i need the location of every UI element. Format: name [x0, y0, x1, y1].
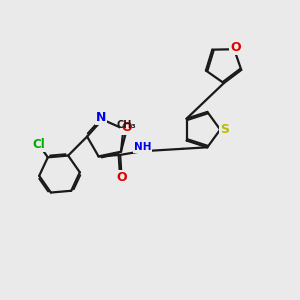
Text: N: N — [96, 111, 106, 124]
Text: O: O — [121, 121, 132, 134]
Text: Cl: Cl — [32, 138, 45, 151]
Text: O: O — [230, 41, 241, 54]
Text: NH: NH — [134, 142, 152, 152]
Text: S: S — [220, 123, 229, 136]
Text: CH₃: CH₃ — [116, 120, 136, 130]
Text: O: O — [117, 171, 127, 184]
